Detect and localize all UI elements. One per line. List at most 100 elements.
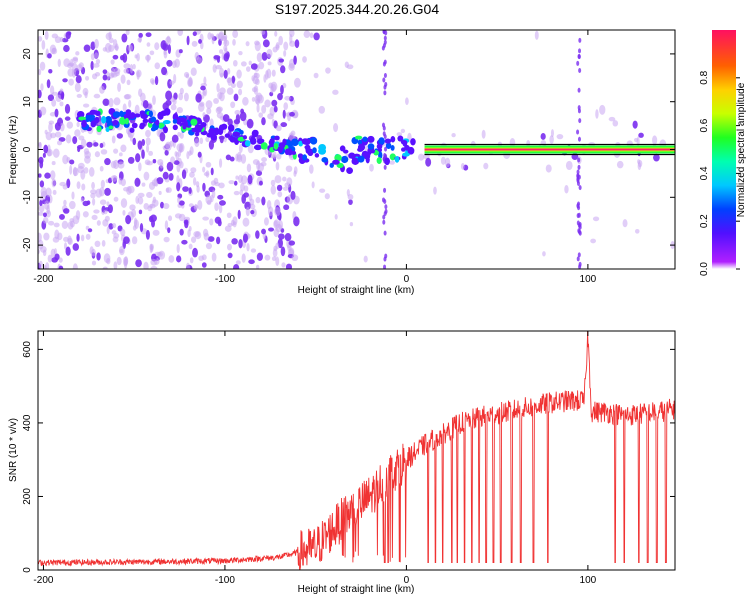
spectrogram-cell [271,99,278,107]
spectrogram-cell [88,167,95,177]
spectrogram-cell [237,209,241,220]
spectrogram-cell [86,141,93,148]
spectrogram-cell [238,51,243,56]
spectrogram-cell [163,236,170,243]
spectrogram-ylabel: Frequency (Hz) [8,116,19,185]
spectrogram-cell [38,211,45,216]
spectrogram-tone-cell [172,113,179,122]
spectrogram-cell [186,151,190,160]
spectrogram-tone-cell [244,140,251,147]
spectrogram-cell [173,73,177,84]
spectrogram-tone-cell [273,143,279,150]
spectrogram-spike-cell [578,67,582,73]
spectrogram-cell [149,50,155,56]
tone-peak [424,148,675,151]
spectrogram-cell [267,61,272,66]
spectrogram-tone-cell [390,145,395,151]
spectrogram-cell [281,262,286,268]
spectrogram-spike-cell [383,90,387,96]
spectrogram-cell [123,63,131,69]
spectrogram-cell [166,187,172,193]
spectrogram-cell [205,136,210,143]
spectrogram-cell [275,42,280,51]
spectrogram-cell [178,200,185,206]
spectrogram-cell [243,185,249,192]
spectrogram-cell [122,209,126,216]
spectrogram-cell [216,56,220,63]
spectrogram-tone-cell [227,124,235,132]
spectrogram-tone-cell [376,143,383,150]
spectrogram-cell [141,139,146,146]
spectrogram-cell [229,156,235,162]
spectrogram-cell [135,259,142,268]
spectrogram-tone-cell [129,127,135,133]
spectrogram-cell [274,175,282,184]
spectrogram-cell [540,132,546,140]
spectrogram-tone-cell [365,155,370,164]
spectrogram-cell [190,167,197,173]
spectrogram-cell [108,31,112,39]
spectrogram-spike-cell [382,219,386,225]
spectrogram-cell [95,58,101,65]
spectrogram-cell [223,52,230,62]
spectrogram-cell [179,228,184,236]
spectrogram-cell [110,175,118,182]
spectrogram-cell [84,155,91,164]
spectrogram-cell [549,135,554,144]
spectrogram-cell [283,102,289,111]
spectrogram-cell [108,37,114,44]
spectrogram-cell [116,256,122,266]
spectrogram-cell [270,179,276,187]
spectrogram-cell [534,30,539,40]
spectrogram-cell [158,190,162,196]
spectrogram-cell [636,136,640,147]
spectrogram-cell [590,238,597,244]
spectrogram-tone-cell [87,114,96,119]
spectrogram-cell [545,164,552,173]
spectrogram-tone-cell [284,148,290,156]
spectrogram-cell [189,257,194,264]
spectrogram-cell [129,63,134,74]
colorbar-label: Normalized spectral amplitude [736,82,747,217]
spectrogram-cell [76,93,82,98]
spectrogram-cell [58,257,63,263]
spectrogram-spike-cell [578,37,582,43]
spectrogram-cell [126,79,131,86]
spectrogram-tone-cell [385,142,392,149]
spectrogram-cell [59,36,64,43]
spectrogram-cell [62,154,69,165]
spectrogram-cell [67,221,74,230]
spectrogram-cell [192,177,197,186]
spectrogram-cell [592,216,600,222]
spectrogram-spike-cell [384,146,388,152]
spectrogram-spike-cell [383,35,387,41]
spectrogram-cell [233,59,238,67]
spectrogram-cell [270,185,277,195]
colorbar-tick-label: 0.4 [699,166,710,180]
spectrogram-cell [45,187,52,197]
spectrogram-cell [309,164,314,174]
spectrogram-cell [127,156,135,164]
x-tick-label: -200 [33,274,53,285]
spectrogram-tone-cell [278,142,286,148]
spectrogram-cell [120,144,127,153]
spectrogram-cell [54,108,59,118]
spectrogram-cell [192,31,197,37]
spectrogram-cell [40,83,44,92]
spectrogram-cell [106,226,110,235]
spectrogram-cell [291,254,299,262]
spectrogram-tone-cell [105,126,110,132]
spectrogram-cell [215,106,222,114]
spectrogram-cell [215,65,222,70]
spectrogram-cell [134,54,138,59]
spectrogram-cell [205,100,213,109]
spectrogram-cell [179,87,184,95]
spectrogram-cell [275,161,280,171]
spectrogram-cell [38,141,42,150]
snr-frame [37,330,676,571]
spectrogram-cell [113,233,120,239]
spectrogram-cell [151,199,159,207]
spectrogram-cell [123,236,130,244]
spectrogram-spike-cell [577,252,581,258]
spectrogram-cell [194,138,200,148]
